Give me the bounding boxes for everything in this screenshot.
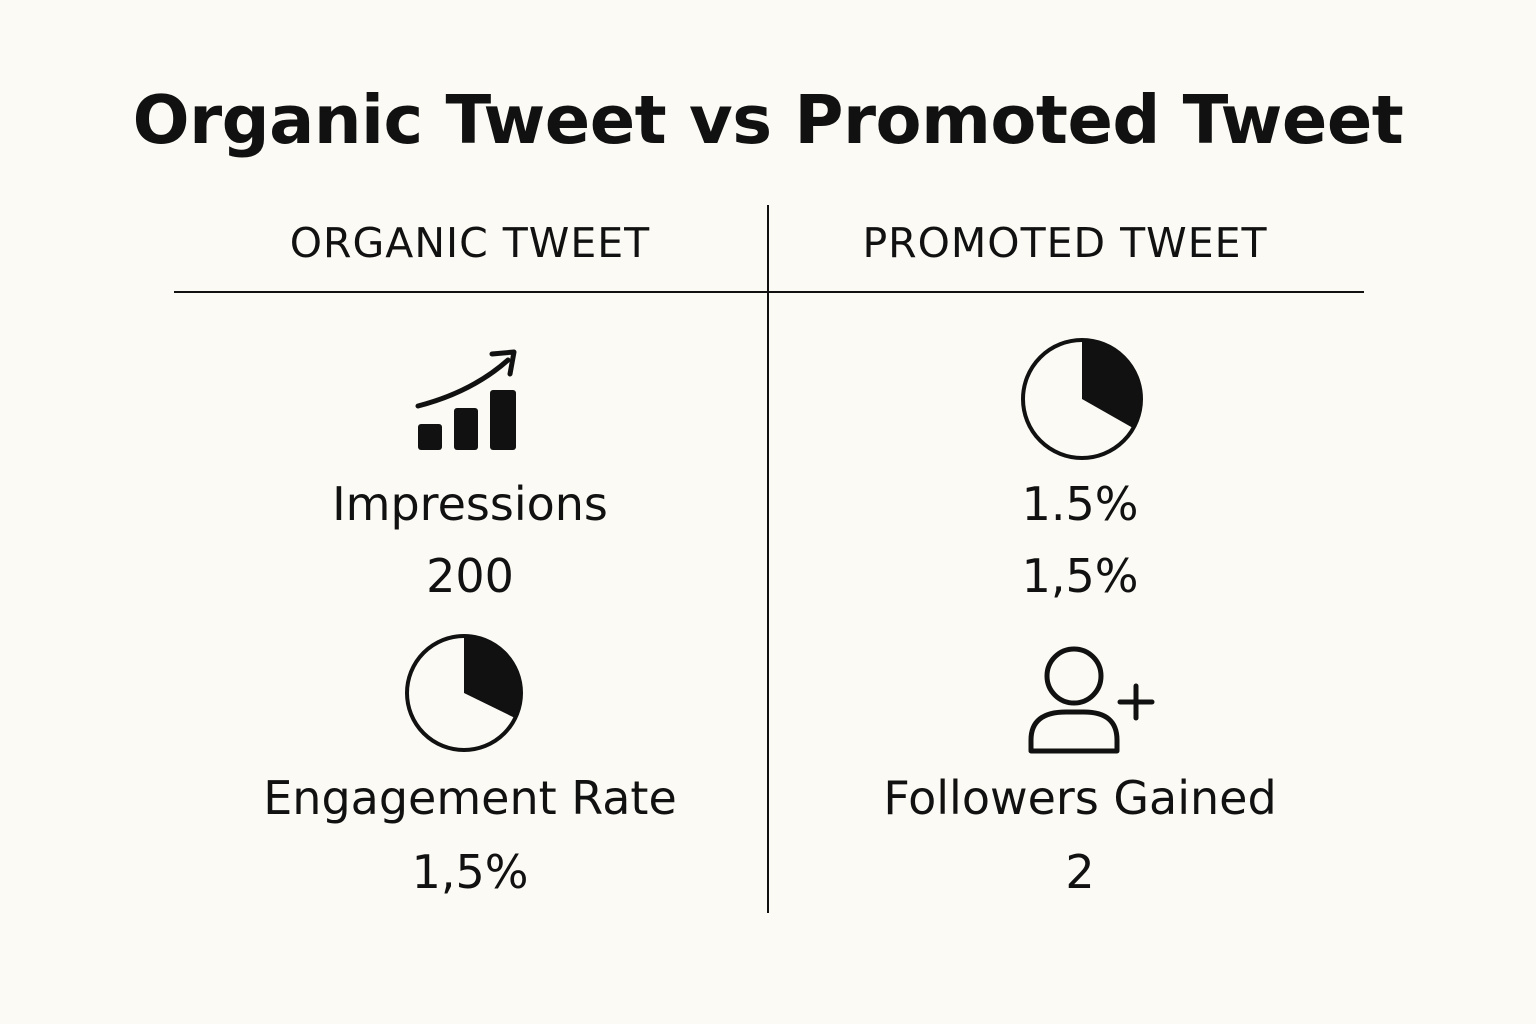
column-header-organic: ORGANIC TWEET: [289, 219, 651, 267]
pie-chart-icon: [1019, 336, 1145, 462]
pie-chart-icon: [403, 632, 525, 754]
metric-label-engagement-rate: Engagement Rate: [263, 771, 677, 825]
column-divider: [767, 205, 769, 913]
column-header-promoted: PROMOTED TWEET: [862, 219, 1268, 267]
metric-value-impressions: 200: [426, 549, 514, 603]
metric-label-followers-gained: Followers Gained: [883, 771, 1277, 825]
metric-label-promoted-rate: 1.5%: [1021, 477, 1139, 531]
metric-value-followers-gained: 2: [1065, 845, 1095, 899]
add-user-icon: [1026, 644, 1156, 756]
metric-label-impressions: Impressions: [332, 477, 608, 531]
metric-value-promoted-rate: 1,5%: [1021, 549, 1139, 603]
header-divider: [174, 291, 1364, 293]
metric-value-engagement-rate: 1,5%: [411, 845, 529, 899]
bar-chart-growth-icon: [412, 348, 522, 454]
page-title: Organic Tweet vs Promoted Tweet: [132, 81, 1404, 159]
